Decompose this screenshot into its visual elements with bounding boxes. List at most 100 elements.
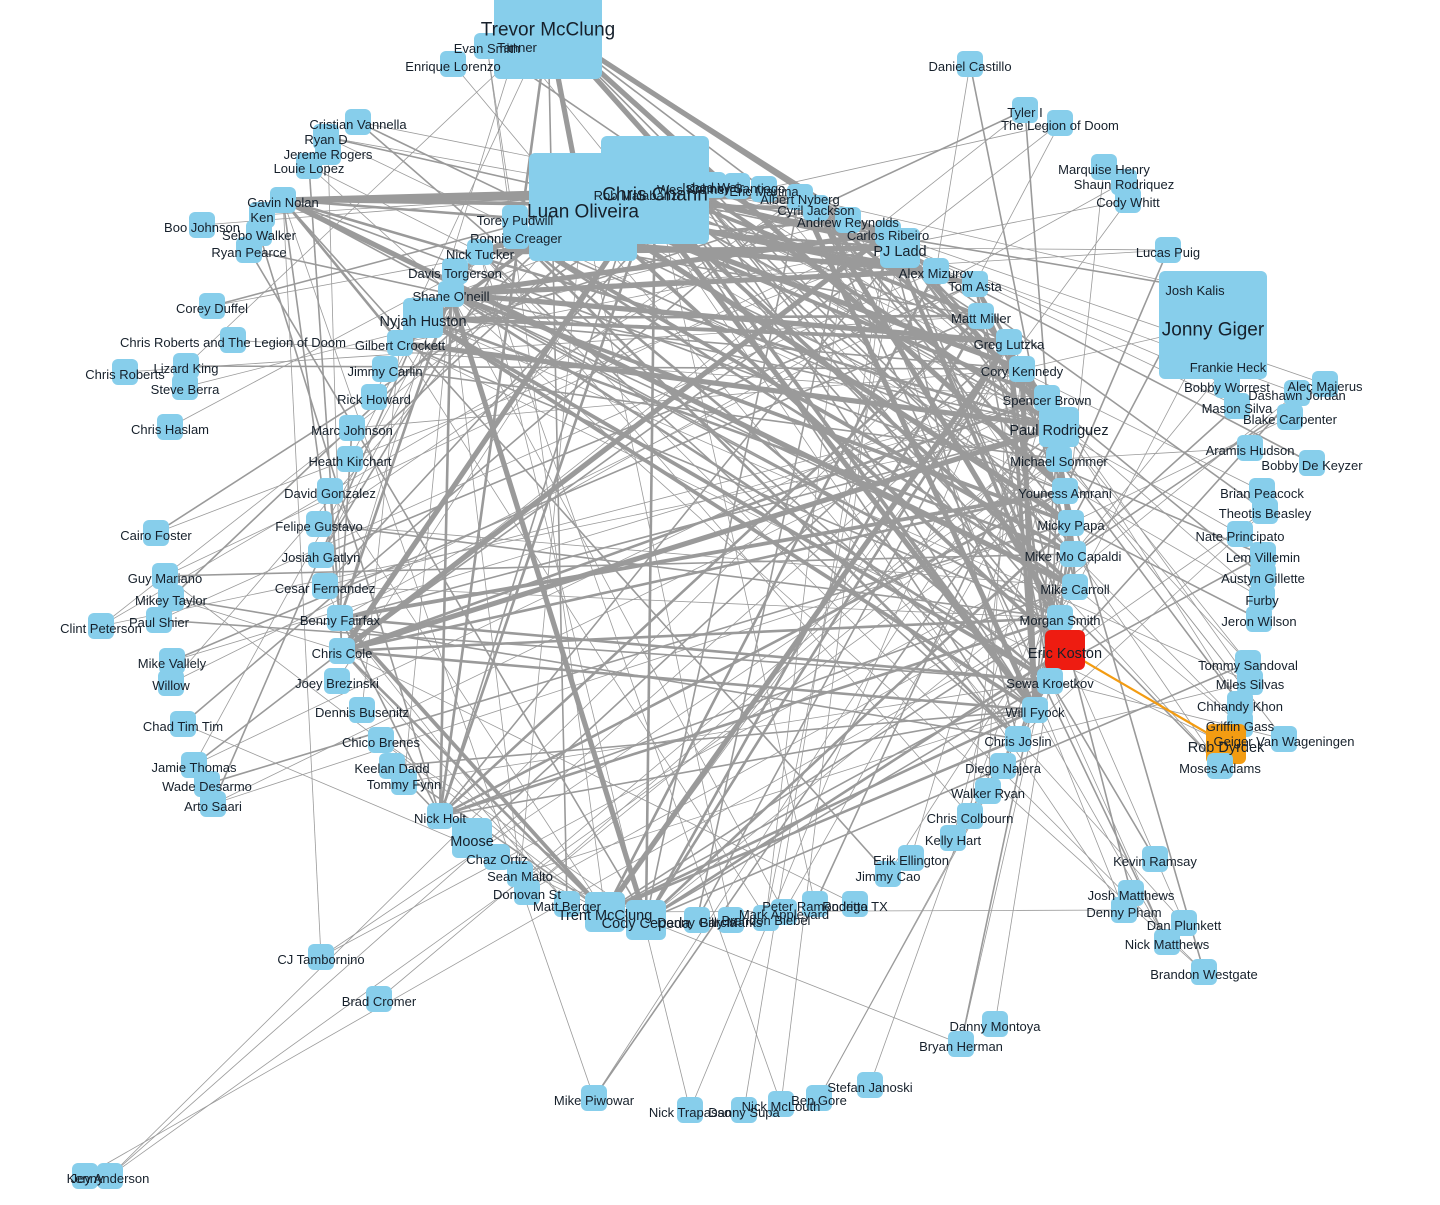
svg-text:Chhandy Khon: Chhandy Khon	[1197, 699, 1283, 714]
svg-text:Mike Piwowar: Mike Piwowar	[554, 1093, 635, 1108]
svg-text:Lucas Puig: Lucas Puig	[1136, 245, 1200, 260]
svg-text:Benny Fairfax: Benny Fairfax	[300, 613, 381, 628]
svg-text:Jamie Thomas: Jamie Thomas	[151, 760, 237, 775]
svg-text:Cody Whitt: Cody Whitt	[1096, 195, 1160, 210]
svg-text:Gilbert Crockett: Gilbert Crockett	[355, 338, 446, 353]
svg-text:Mike Vallely: Mike Vallely	[138, 656, 207, 671]
svg-text:Moose: Moose	[450, 834, 494, 850]
svg-text:Jonny Giger: Jonny Giger	[1162, 319, 1265, 340]
svg-text:Marquise Henry: Marquise Henry	[1058, 162, 1150, 177]
svg-text:Frankie Heck: Frankie Heck	[1190, 360, 1267, 375]
svg-text:Josiah Gatlyn: Josiah Gatlyn	[282, 550, 361, 565]
svg-text:Jeron Wilson: Jeron Wilson	[1221, 614, 1296, 629]
svg-text:Sewa Kroetkov: Sewa Kroetkov	[1006, 676, 1094, 691]
svg-text:Bobby De Keyzer: Bobby De Keyzer	[1261, 458, 1363, 473]
svg-text:Lem Villemin: Lem Villemin	[1226, 550, 1300, 565]
svg-text:Erik Ellington: Erik Ellington	[873, 853, 949, 868]
svg-text:Marc Johnson: Marc Johnson	[311, 423, 393, 438]
svg-text:Cesar Fernandez: Cesar Fernandez	[275, 581, 375, 596]
svg-text:Tom Asta: Tom Asta	[948, 279, 1002, 294]
svg-text:Shane O'neill: Shane O'neill	[413, 289, 490, 304]
svg-text:Furby: Furby	[1245, 593, 1279, 608]
svg-text:Davis Torgerson: Davis Torgerson	[408, 266, 502, 281]
svg-text:Ryan D: Ryan D	[304, 132, 347, 147]
svg-text:Jimmy Carlin: Jimmy Carlin	[347, 364, 422, 379]
svg-text:Austyn Gillette: Austyn Gillette	[1221, 571, 1305, 586]
svg-text:Greg Lutzka: Greg Lutzka	[974, 337, 1046, 352]
svg-text:Donovan St: Donovan St	[493, 887, 561, 902]
svg-text:Miles Silvas: Miles Silvas	[1216, 677, 1285, 692]
svg-text:Eric Koston: Eric Koston	[1028, 646, 1102, 662]
svg-text:Louie Lopez: Louie Lopez	[274, 161, 345, 176]
svg-text:Paul Rodriguez: Paul Rodriguez	[1009, 423, 1108, 439]
svg-text:Jey Anderson: Jey Anderson	[71, 1171, 150, 1186]
svg-text:Jimmy Cao: Jimmy Cao	[855, 869, 920, 884]
svg-text:Brandon Westgate: Brandon Westgate	[1150, 967, 1257, 982]
svg-text:Chris Haslam: Chris Haslam	[131, 422, 209, 437]
svg-text:Morgan Smith: Morgan Smith	[1020, 613, 1101, 628]
svg-text:Corey Duffel: Corey Duffel	[176, 301, 248, 316]
svg-text:Carlos Ribeiro: Carlos Ribeiro	[847, 228, 929, 243]
svg-text:Cory Kennedy: Cory Kennedy	[981, 364, 1064, 379]
svg-text:Josh Kalis: Josh Kalis	[1165, 283, 1225, 298]
svg-text:Evan Smith: Evan Smith	[454, 41, 520, 56]
svg-text:Brian Peacock: Brian Peacock	[1220, 486, 1304, 501]
svg-text:Ronnie Creager: Ronnie Creager	[470, 231, 562, 246]
svg-text:Kelly Hart: Kelly Hart	[925, 833, 982, 848]
svg-text:Sean Malto: Sean Malto	[487, 869, 553, 884]
svg-text:Chaz Ortiz: Chaz Ortiz	[466, 852, 527, 867]
svg-text:Diego Najera: Diego Najera	[965, 761, 1042, 776]
svg-text:Kevin Ramsay: Kevin Ramsay	[1113, 854, 1197, 869]
svg-text:Paul Shier: Paul Shier	[129, 615, 190, 630]
svg-text:Gavin Nolan: Gavin Nolan	[247, 195, 319, 210]
svg-text:Ryan Pearce: Ryan Pearce	[211, 245, 286, 260]
svg-text:Chris Cole: Chris Cole	[312, 646, 373, 661]
svg-text:Rick Howard: Rick Howard	[337, 392, 411, 407]
svg-text:Will Fyock: Will Fyock	[1005, 705, 1065, 720]
svg-text:Nyjah Huston: Nyjah Huston	[379, 314, 466, 330]
svg-text:Willow: Willow	[152, 678, 190, 693]
svg-text:Mikey Taylor: Mikey Taylor	[135, 593, 208, 608]
svg-text:Micky Papa: Micky Papa	[1037, 518, 1105, 533]
svg-text:Dennis Busenitz: Dennis Busenitz	[315, 705, 409, 720]
svg-text:Heath Kirchart: Heath Kirchart	[308, 454, 391, 469]
svg-text:Chris Colbourn: Chris Colbourn	[927, 811, 1014, 826]
svg-text:Trevor McClung: Trevor McClung	[481, 20, 615, 41]
svg-text:Tommy Fynn: Tommy Fynn	[367, 777, 441, 792]
svg-text:Nate Principato: Nate Principato	[1196, 529, 1285, 544]
svg-text:Boo Johnson: Boo Johnson	[164, 220, 240, 235]
svg-text:Theotis Beasley: Theotis Beasley	[1219, 506, 1312, 521]
svg-text:Guy Mariano: Guy Mariano	[128, 571, 202, 586]
svg-text:Matt Miller: Matt Miller	[951, 311, 1012, 326]
svg-text:PJ Ladd: PJ Ladd	[873, 244, 926, 260]
svg-text:Joey Brezinski: Joey Brezinski	[295, 676, 379, 691]
svg-text:Brad Cromer: Brad Cromer	[342, 994, 417, 1009]
svg-text:Nick Tucker: Nick Tucker	[446, 247, 515, 262]
svg-text:Walker Ryan: Walker Ryan	[951, 786, 1025, 801]
svg-text:Daniel Castillo: Daniel Castillo	[928, 59, 1011, 74]
svg-text:Nick Matthews: Nick Matthews	[1125, 937, 1210, 952]
svg-text:Felipe Gustavo: Felipe Gustavo	[275, 519, 362, 534]
svg-text:Dan Plunkett: Dan Plunkett	[1147, 918, 1222, 933]
svg-text:Chico Brenes: Chico Brenes	[342, 735, 421, 750]
svg-text:Blake Carpenter: Blake Carpenter	[1243, 412, 1338, 427]
svg-text:Chris Joslin: Chris Joslin	[984, 734, 1051, 749]
svg-text:Chad Tim Tim: Chad Tim Tim	[143, 719, 223, 734]
svg-text:Wade Desarmo: Wade Desarmo	[162, 779, 252, 794]
svg-text:Youness Amrani: Youness Amrani	[1018, 486, 1112, 501]
svg-text:Ken: Ken	[250, 210, 273, 225]
svg-text:Moses Adams: Moses Adams	[1179, 761, 1261, 776]
svg-text:Chris Roberts: Chris Roberts	[85, 367, 165, 382]
svg-text:Chris Roberts and The Legion o: Chris Roberts and The Legion of Doom	[120, 335, 346, 350]
svg-text:Keelan Dadd: Keelan Dadd	[354, 761, 429, 776]
svg-text:Cairo Foster: Cairo Foster	[120, 528, 192, 543]
svg-text:Arto Saari: Arto Saari	[184, 799, 242, 814]
svg-text:David Gonzalez: David Gonzalez	[284, 486, 376, 501]
svg-text:Steve Berra: Steve Berra	[151, 382, 220, 397]
svg-text:Nick Holt: Nick Holt	[414, 811, 466, 826]
svg-text:Danny Montoya: Danny Montoya	[949, 1019, 1041, 1034]
svg-text:Nick Trapasso: Nick Trapasso	[649, 1105, 731, 1120]
svg-text:Aramis Hudson: Aramis Hudson	[1206, 443, 1295, 458]
svg-text:Rob Dyrdek: Rob Dyrdek	[1188, 740, 1265, 756]
svg-text:Enrique Lorenzo: Enrique Lorenzo	[405, 59, 500, 74]
